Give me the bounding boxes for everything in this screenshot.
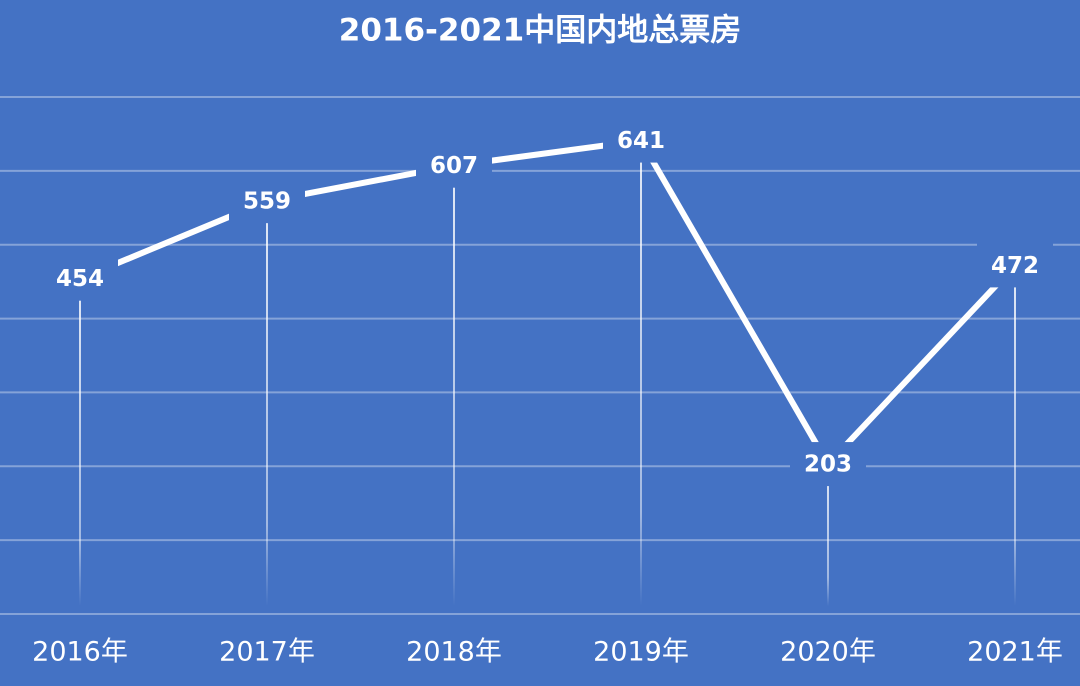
data-label: 641: [617, 128, 665, 154]
drop-line: [79, 278, 81, 606]
x-tick-label: 2019年: [593, 637, 689, 668]
drop-line: [1014, 265, 1016, 606]
data-label: 454: [56, 266, 104, 292]
data-label: 559: [243, 189, 291, 215]
x-tick-label: 2017年: [219, 637, 315, 668]
label-background: [603, 118, 679, 163]
label-background: [229, 179, 305, 224]
drop-line: [453, 165, 455, 607]
label-background: [977, 243, 1053, 288]
data-label: 607: [430, 153, 478, 179]
data-label: 472: [991, 253, 1039, 279]
label-background: [42, 256, 118, 301]
label-background: [416, 143, 492, 188]
drop-line: [266, 201, 268, 607]
drop-line: [640, 140, 642, 606]
x-tick-label: 2016年: [32, 637, 128, 668]
x-tick-label: 2018年: [406, 637, 502, 668]
chart-title: 2016-2021中国内地总票房: [339, 13, 741, 49]
label-background: [790, 442, 866, 487]
x-tick-label: 2021年: [967, 637, 1063, 668]
data-label: 203: [804, 452, 852, 478]
drop-line: [827, 464, 829, 606]
x-tick-label: 2020年: [780, 637, 876, 668]
